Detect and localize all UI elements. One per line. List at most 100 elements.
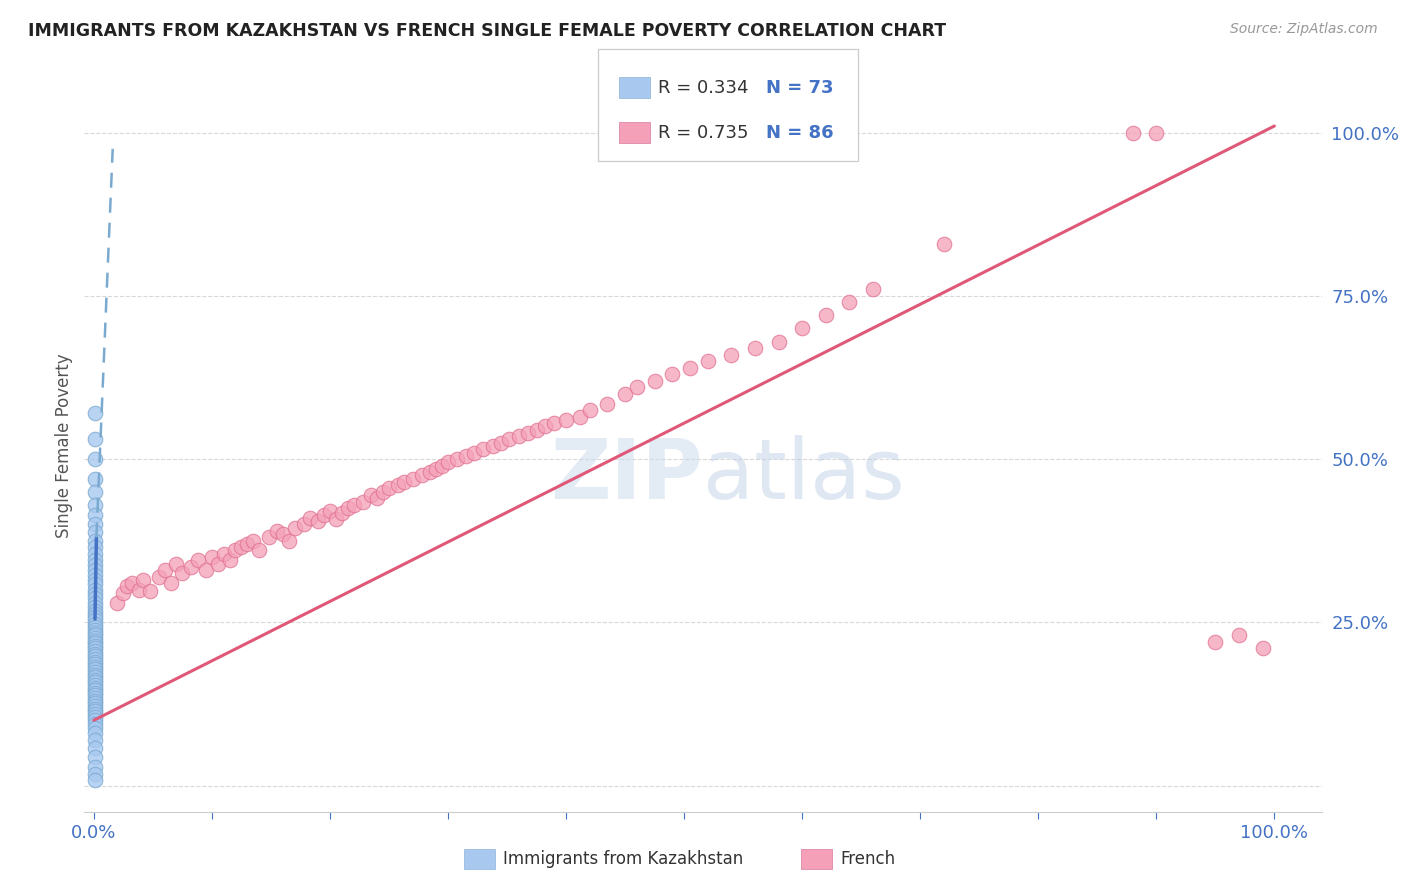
- Point: [83, 553, 105, 567]
- Point: [83, 433, 105, 447]
- Point: [83, 767, 105, 781]
- Point: [128, 582, 150, 597]
- Point: [83, 540, 105, 554]
- Point: [371, 484, 394, 499]
- Point: [768, 334, 790, 349]
- Point: [115, 579, 138, 593]
- Point: [526, 423, 548, 437]
- Point: [352, 494, 374, 508]
- Point: [83, 689, 105, 703]
- Point: [543, 416, 565, 430]
- Point: [425, 462, 447, 476]
- Point: [236, 537, 259, 551]
- Point: [84, 686, 107, 700]
- Point: [83, 610, 105, 624]
- Point: [83, 587, 105, 601]
- Point: [614, 386, 637, 401]
- Point: [159, 576, 181, 591]
- Point: [180, 559, 202, 574]
- Point: [194, 563, 217, 577]
- Point: [83, 525, 105, 540]
- Point: [148, 569, 170, 583]
- Point: [84, 644, 107, 658]
- Point: [83, 704, 105, 718]
- Point: [83, 760, 105, 774]
- Point: [231, 540, 253, 554]
- Point: [378, 482, 401, 496]
- Point: [84, 607, 107, 621]
- Point: [83, 662, 105, 676]
- Point: [218, 553, 240, 567]
- Point: [83, 616, 105, 631]
- Point: [83, 681, 105, 695]
- Point: [83, 508, 105, 522]
- Point: [454, 449, 477, 463]
- Point: [366, 491, 388, 506]
- Point: [83, 498, 105, 512]
- Text: R = 0.735: R = 0.735: [658, 124, 748, 142]
- Point: [277, 533, 299, 548]
- Point: [83, 639, 105, 653]
- Point: [83, 740, 105, 755]
- Point: [84, 563, 107, 577]
- Point: [83, 582, 105, 597]
- Point: [83, 636, 105, 650]
- Point: [84, 706, 107, 721]
- Point: [257, 530, 280, 544]
- Point: [83, 732, 105, 747]
- Point: [84, 517, 107, 532]
- Point: [838, 295, 860, 310]
- Point: [1204, 635, 1226, 649]
- Point: [83, 641, 105, 656]
- Point: [83, 558, 105, 572]
- Point: [325, 512, 347, 526]
- Point: [555, 413, 578, 427]
- Text: IMMIGRANTS FROM KAZAKHSTAN VS FRENCH SINGLE FEMALE POVERTY CORRELATION CHART: IMMIGRANTS FROM KAZAKHSTAN VS FRENCH SIN…: [28, 22, 946, 40]
- Point: [1122, 126, 1144, 140]
- Point: [83, 714, 105, 728]
- Point: [212, 547, 235, 561]
- Text: N = 73: N = 73: [766, 78, 834, 96]
- Point: [661, 367, 683, 381]
- Point: [187, 553, 209, 567]
- Point: [83, 596, 105, 610]
- Point: [247, 543, 270, 558]
- Point: [201, 549, 224, 564]
- Point: [112, 586, 135, 600]
- Point: [207, 557, 229, 571]
- Point: [83, 657, 105, 672]
- Point: [84, 472, 107, 486]
- Point: [83, 577, 105, 591]
- Point: [489, 435, 512, 450]
- Point: [517, 425, 540, 440]
- Point: [411, 468, 433, 483]
- Point: [84, 665, 107, 679]
- Point: [83, 717, 105, 731]
- Point: [83, 710, 105, 724]
- Point: [83, 452, 105, 467]
- Point: [83, 726, 105, 740]
- Point: [83, 628, 105, 642]
- Point: [336, 501, 359, 516]
- Point: [463, 445, 485, 459]
- Point: [508, 429, 530, 443]
- Point: [84, 633, 107, 648]
- Point: [596, 396, 619, 410]
- Point: [84, 573, 107, 587]
- Point: [330, 506, 353, 520]
- Point: [472, 442, 495, 457]
- Point: [83, 694, 105, 708]
- Point: [84, 591, 107, 606]
- Y-axis label: Single Female Poverty: Single Female Poverty: [55, 354, 73, 538]
- Point: [84, 620, 107, 634]
- Point: [430, 458, 453, 473]
- Point: [84, 547, 107, 561]
- Point: [107, 596, 129, 610]
- Point: [419, 465, 441, 479]
- Point: [84, 625, 107, 640]
- Point: [1227, 628, 1250, 642]
- Point: [84, 655, 107, 669]
- Point: [387, 478, 409, 492]
- Point: [394, 475, 416, 489]
- Point: [360, 488, 382, 502]
